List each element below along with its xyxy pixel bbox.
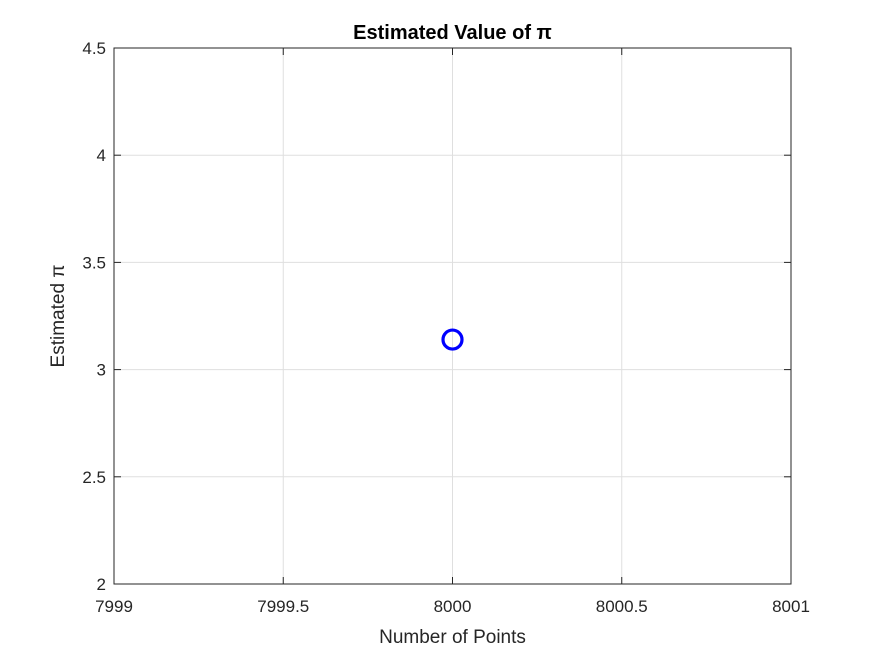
data-points [441,328,464,351]
x-tick-label: 8000.5 [596,597,648,616]
x-tick-label: 8001 [772,597,810,616]
chart-title: Estimated Value of π [353,22,552,44]
x-tick-label: 7999 [95,597,133,616]
axis-ticks [113,47,792,585]
y-tick-label: 2 [97,575,106,594]
y-tick-labels: 2 2.5 3 3.5 4 4.5 [82,39,106,594]
y-tick-label: 3.5 [82,253,106,272]
x-tick-labels: 7999 7999.5 8000 8000.5 8001 [95,597,810,616]
x-tick-label: 8000 [434,597,472,616]
x-tick-label: 7999.5 [257,597,309,616]
x-axis-label: Number of Points [379,627,526,648]
y-tick-label: 3 [97,361,106,380]
y-axis-label: Estimated π [48,265,69,368]
y-tick-label: 4 [97,146,106,165]
data-point [441,328,464,351]
y-tick-label: 4.5 [82,39,106,58]
y-tick-label: 2.5 [82,468,106,487]
